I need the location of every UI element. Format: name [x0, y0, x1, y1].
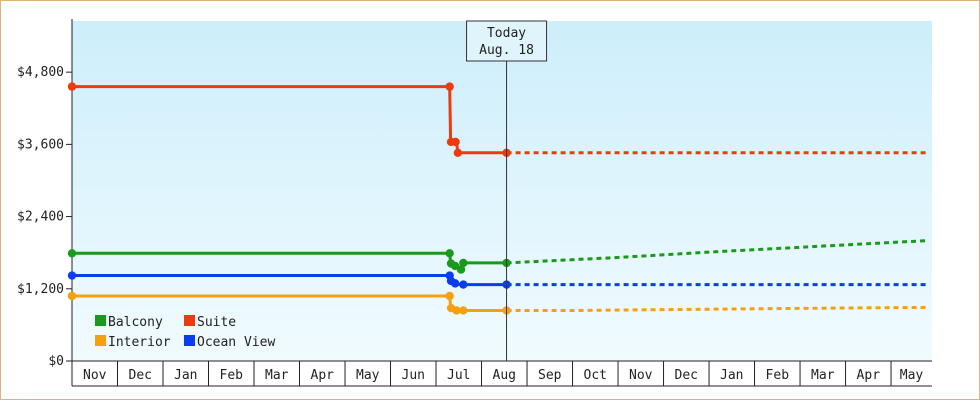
data-point	[453, 148, 463, 157]
x-tick-label: Feb	[220, 368, 244, 383]
legend-item: Balcony	[95, 315, 163, 330]
y-axis: $0 $1,200 $2,400 $3,600 $4,800	[17, 19, 73, 369]
data-point	[450, 279, 460, 288]
x-tick-label: Mar	[811, 368, 835, 383]
x-tick-label: Mar	[265, 368, 289, 383]
x-tick-label: Jul	[447, 368, 470, 383]
x-tick-label: May	[356, 368, 380, 383]
data-point	[67, 249, 77, 258]
legend-item: Interior	[95, 335, 171, 350]
data-point	[452, 306, 461, 315]
x-tick-label: Jun	[402, 368, 425, 383]
legend-swatch	[184, 315, 195, 326]
x-tick-label: May	[900, 368, 924, 383]
today-box	[466, 20, 548, 62]
series-forecast-line	[506, 239, 928, 265]
x-tick-label: Apr	[857, 368, 881, 383]
x-tick-label: Jan	[720, 368, 743, 383]
data-point	[67, 291, 77, 301]
legend-label: Interior	[108, 335, 171, 350]
series-ocean-view	[67, 271, 928, 289]
series-forecast-line	[506, 305, 928, 312]
x-tick-label: Nov	[629, 368, 653, 383]
x-tick-label: Feb	[766, 368, 790, 383]
data-point	[459, 280, 468, 289]
data-point	[459, 306, 468, 315]
today-date: Aug. 18	[479, 43, 534, 58]
y-tick-label: $3,600	[17, 137, 64, 152]
data-point	[451, 137, 460, 147]
plot-area	[72, 21, 932, 361]
x-axis: Nov Dec Jan Feb Mar Apr May Jun Jul Aug Sep Oct Nov D…	[71, 360, 932, 387]
legend-label: Suite	[197, 315, 236, 330]
x-tick-label: Dec	[675, 368, 698, 383]
legend-label: Ocean View	[197, 335, 275, 350]
data-point	[67, 271, 77, 280]
data-point	[445, 249, 454, 258]
legend-label: Balcony	[108, 315, 163, 330]
legend-swatch	[95, 315, 106, 326]
y-tick-label: $1,200	[17, 282, 64, 297]
legend-swatch	[184, 335, 195, 346]
legend-item: Suite	[184, 315, 236, 330]
x-tick-label: Jan	[174, 368, 197, 383]
legend-item: Ocean View	[184, 335, 275, 350]
legend-swatch	[95, 335, 106, 346]
x-tick-label: Aug	[493, 368, 516, 383]
x-tick-label: Oct	[584, 368, 607, 383]
today-marker: Today Aug. 18	[466, 20, 548, 361]
y-tick-label: $4,800	[17, 65, 64, 80]
data-point	[459, 258, 468, 268]
x-tick-label: Nov	[83, 368, 107, 383]
legend: Balcony Suite Interior Ocean View	[95, 315, 275, 350]
y-tick-label: $0	[48, 354, 64, 369]
today-label: Today	[487, 26, 526, 41]
series-layer	[67, 82, 928, 315]
x-tick-label: Dec	[129, 368, 152, 383]
y-tick-label: $2,400	[17, 210, 64, 225]
x-tick-label: Sep	[538, 368, 562, 383]
data-point	[445, 82, 454, 91]
series-balcony	[67, 239, 928, 274]
x-tick-label: Apr	[311, 368, 335, 383]
data-point	[456, 265, 466, 274]
data-point	[67, 82, 77, 91]
series-interior	[67, 291, 928, 315]
series-suite	[67, 82, 928, 157]
data-point	[445, 291, 454, 301]
